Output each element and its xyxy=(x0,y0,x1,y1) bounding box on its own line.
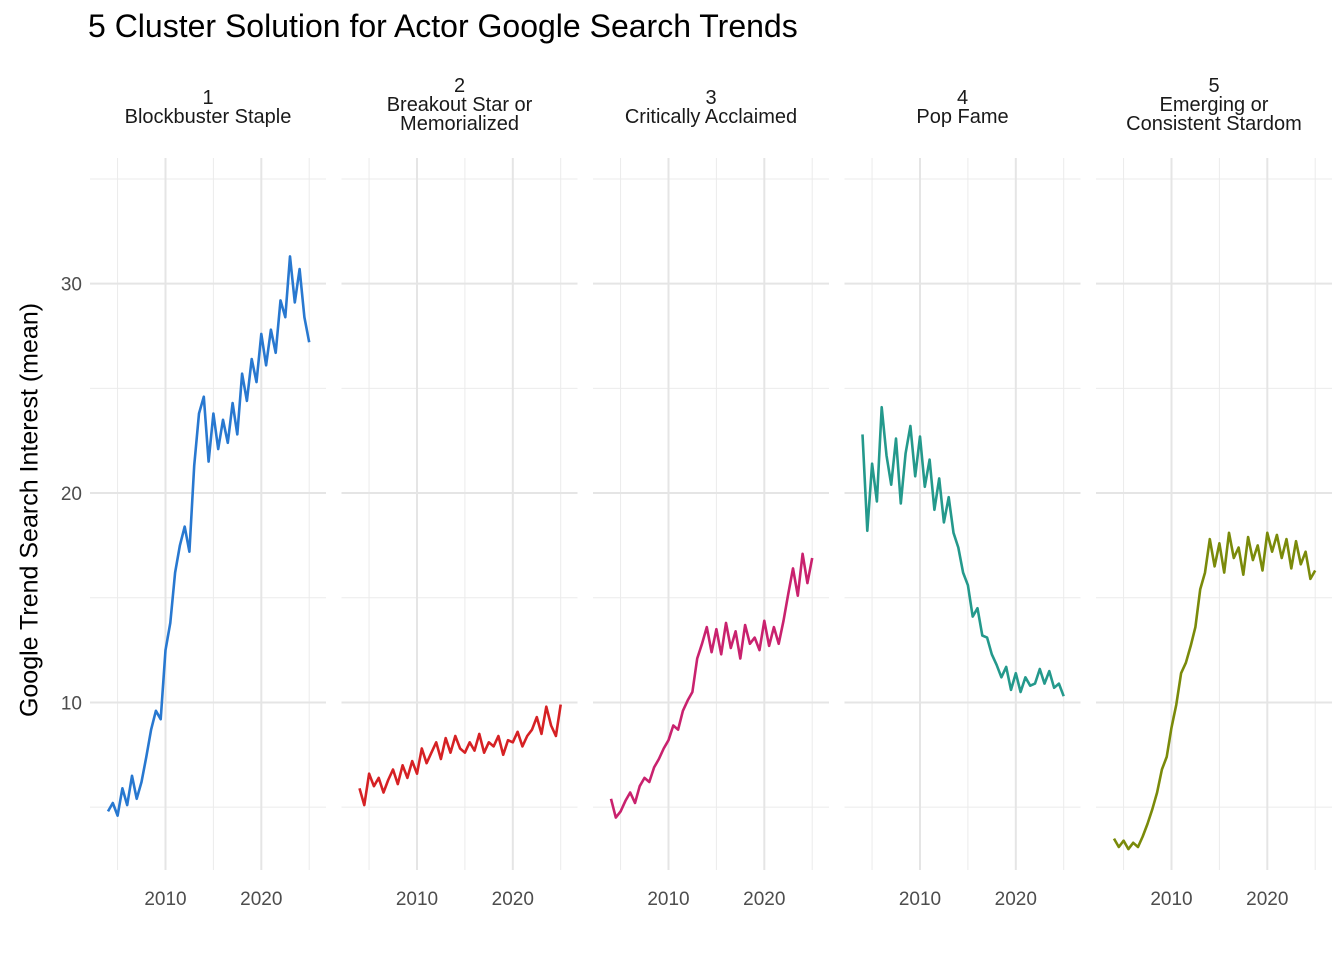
x-tick-label: 2010 xyxy=(647,889,689,910)
x-tick-label: 2020 xyxy=(240,889,282,910)
panel-strip-label: Pop Fame xyxy=(916,106,1008,128)
x-tick-label: 2020 xyxy=(995,889,1037,910)
x-tick-label: 2010 xyxy=(899,889,941,910)
chart-title: 5 Cluster Solution for Actor Google Sear… xyxy=(88,8,798,44)
y-tick-label: 10 xyxy=(61,693,82,714)
y-tick-label: 30 xyxy=(61,275,82,296)
panel-strip-label: Memorialized xyxy=(400,113,519,135)
panel-strip-label: Blockbuster Staple xyxy=(125,106,292,128)
x-tick-label: 2020 xyxy=(492,889,534,910)
panel-strip-label: Emerging or xyxy=(1160,94,1269,116)
y-tick-label: 20 xyxy=(61,484,82,505)
panel-strip-label: Breakout Star or xyxy=(387,94,533,116)
panel-strip-label: Critically Acclaimed xyxy=(625,106,797,128)
series-line-panel-1 xyxy=(106,255,311,817)
panel-strip-label: 2 xyxy=(454,75,465,97)
panel-strip-label: 4 xyxy=(957,87,968,109)
x-tick-label: 2010 xyxy=(1150,889,1192,910)
series-line-panel-5 xyxy=(1112,531,1317,851)
x-tick-label: 2010 xyxy=(144,889,186,910)
series-line-panel-4 xyxy=(861,405,1065,697)
x-tick-label: 2020 xyxy=(743,889,785,910)
x-tick-label: 2010 xyxy=(396,889,438,910)
panel-strip-label: Consistent Stardom xyxy=(1126,113,1302,135)
panel-strip-label: 3 xyxy=(705,87,716,109)
series-line-panel-3 xyxy=(609,552,814,819)
panel-strip-label: 5 xyxy=(1208,75,1219,97)
series-line-panel-2 xyxy=(358,704,562,807)
x-tick-label: 2020 xyxy=(1246,889,1288,910)
panel-strip-label: 1 xyxy=(202,87,213,109)
